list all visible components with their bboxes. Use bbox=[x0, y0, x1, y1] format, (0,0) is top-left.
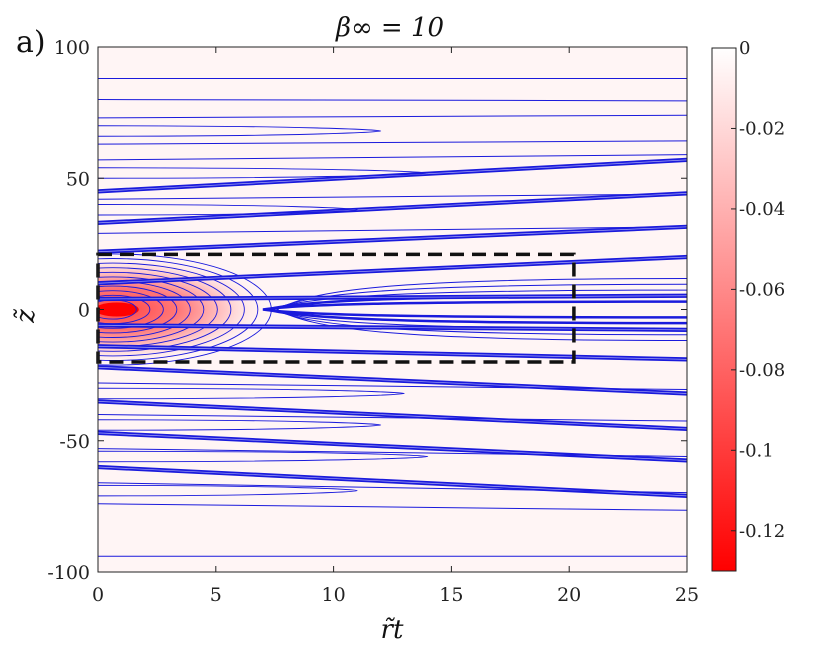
streamline bbox=[98, 99, 687, 102]
colorbar-tick-label: -0.04 bbox=[739, 199, 785, 220]
x-tick-label: 10 bbox=[322, 584, 346, 606]
y-tick-label: -100 bbox=[47, 562, 90, 584]
streamline-highlight bbox=[98, 226, 687, 253]
x-tick-label: 0 bbox=[92, 584, 104, 606]
contour-loop bbox=[98, 267, 232, 352]
contour-finger bbox=[98, 125, 382, 137]
contour-finger bbox=[98, 387, 405, 400]
streamline-highlight bbox=[98, 345, 687, 360]
streamline-highlight bbox=[98, 192, 687, 224]
contour-loop bbox=[98, 290, 164, 329]
contour-finger bbox=[98, 204, 358, 216]
contour-loop bbox=[98, 276, 205, 343]
contour-tongue bbox=[262, 300, 687, 319]
colorbar-ticks: 0 -0.02 -0.04 -0.06 -0.08 -0.1 -0.12 bbox=[731, 38, 785, 542]
streamline bbox=[98, 140, 687, 145]
colorbar-tick-label: 0 bbox=[739, 38, 750, 59]
y-tick-label: 50 bbox=[66, 168, 90, 190]
streamline bbox=[98, 114, 687, 119]
contour-finger bbox=[98, 167, 429, 179]
x-tick-label: 5 bbox=[210, 584, 222, 606]
streamline bbox=[98, 382, 687, 391]
streamline bbox=[98, 482, 687, 494]
streamline-highlight bbox=[98, 256, 687, 284]
y-tick-label: 0 bbox=[78, 300, 90, 322]
streamline-highlight bbox=[98, 366, 687, 394]
colorbar-tick-label: -0.12 bbox=[739, 521, 785, 542]
streamline-highlight bbox=[98, 159, 687, 192]
contour-tongue bbox=[272, 283, 687, 336]
x-axis-label: r̃t bbox=[381, 615, 404, 645]
x-tick-label: 25 bbox=[675, 584, 699, 606]
streamline-highlight bbox=[98, 401, 687, 430]
colorbar-tick-label: -0.02 bbox=[739, 118, 785, 139]
colorbar-tick-label: -0.08 bbox=[739, 360, 785, 381]
streamline bbox=[98, 414, 687, 422]
streamline bbox=[98, 154, 687, 161]
x-axis: 0 5 10 15 20 25 bbox=[92, 47, 699, 606]
y-axis-label: z̃ bbox=[11, 308, 41, 324]
streamline bbox=[98, 193, 687, 200]
contour-loop bbox=[98, 285, 178, 334]
streamline bbox=[98, 226, 687, 234]
y-tick-label: -50 bbox=[59, 431, 90, 453]
contour-finger bbox=[98, 419, 382, 431]
plot-area bbox=[96, 46, 688, 573]
colorbar-tick-label: -0.06 bbox=[739, 279, 785, 300]
x-tick-label: 15 bbox=[439, 584, 463, 606]
colorbar-bar bbox=[711, 47, 737, 572]
contour-layer bbox=[98, 78, 687, 557]
y-tick-label: 100 bbox=[54, 37, 90, 59]
contour-tongue bbox=[275, 278, 687, 341]
chart-title: β∞ = 10 bbox=[335, 13, 444, 43]
streamline-highlight bbox=[98, 324, 687, 331]
x-tick-label: 20 bbox=[557, 584, 581, 606]
contour-finger bbox=[98, 484, 358, 497]
colorbar-tick-label: -0.1 bbox=[739, 440, 774, 461]
field-peak bbox=[98, 302, 139, 317]
streamline bbox=[98, 503, 687, 511]
streamline-highlight bbox=[98, 295, 687, 300]
streamline-highlight bbox=[98, 432, 687, 461]
streamline bbox=[98, 448, 687, 457]
y-axis: -100 -50 0 50 100 bbox=[47, 37, 687, 584]
contour-finger bbox=[98, 450, 429, 463]
contour-loop bbox=[98, 262, 245, 357]
panel-label: a) bbox=[16, 25, 46, 60]
streamline-highlight bbox=[98, 466, 687, 497]
colorbar: 0 -0.02 -0.04 -0.06 -0.08 -0.1 -0.12 bbox=[711, 38, 785, 572]
